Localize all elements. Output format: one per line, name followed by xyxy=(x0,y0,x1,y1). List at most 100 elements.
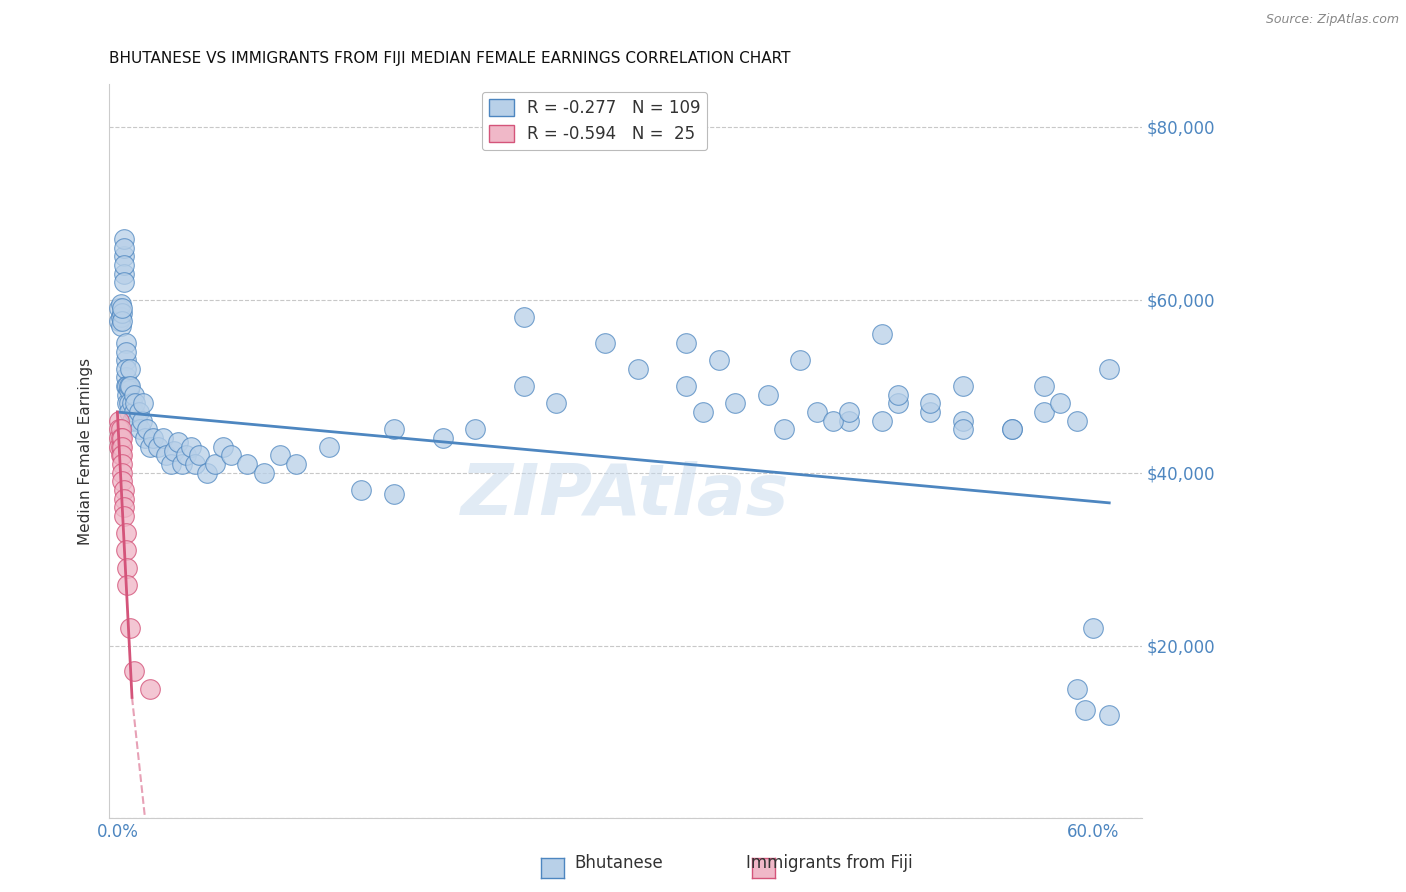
Point xyxy=(187,448,209,462)
Point xyxy=(114,353,136,368)
Point xyxy=(112,483,135,497)
Point xyxy=(112,232,135,246)
Point xyxy=(112,508,135,523)
Point xyxy=(112,258,135,272)
Text: ZIPAtlas: ZIPAtlas xyxy=(461,460,790,530)
Point xyxy=(112,267,135,281)
Point xyxy=(1066,414,1088,428)
Point xyxy=(121,414,143,428)
Point xyxy=(236,457,259,471)
Point xyxy=(1033,379,1056,393)
Point xyxy=(134,431,156,445)
Point xyxy=(152,431,174,445)
Point xyxy=(115,379,138,393)
Point xyxy=(513,379,536,393)
Point xyxy=(707,353,730,368)
Point xyxy=(120,362,142,376)
Point xyxy=(114,526,136,541)
Point xyxy=(1066,681,1088,696)
Point xyxy=(1001,422,1024,436)
Point xyxy=(513,310,536,324)
Point xyxy=(114,362,136,376)
Point xyxy=(108,431,131,445)
Point xyxy=(110,318,132,333)
Point xyxy=(172,457,194,471)
Point xyxy=(821,414,844,428)
Point xyxy=(675,335,697,350)
Point xyxy=(115,396,138,410)
Point xyxy=(115,578,138,592)
Point xyxy=(382,487,405,501)
Point xyxy=(318,440,340,454)
Point xyxy=(111,475,134,489)
Point xyxy=(773,422,796,436)
Point xyxy=(952,422,974,436)
Point xyxy=(111,448,134,462)
Point xyxy=(1001,422,1024,436)
Point xyxy=(115,560,138,574)
Point xyxy=(204,457,226,471)
Point xyxy=(142,431,165,445)
Point xyxy=(111,431,134,445)
Point xyxy=(219,448,242,462)
Point xyxy=(128,405,150,419)
Point xyxy=(114,335,136,350)
Point xyxy=(114,344,136,359)
Point xyxy=(125,414,148,428)
Point xyxy=(1098,707,1121,722)
Point xyxy=(112,276,135,290)
Point xyxy=(122,388,145,402)
Point xyxy=(350,483,373,497)
Point xyxy=(838,414,860,428)
Point xyxy=(160,457,183,471)
Point xyxy=(124,396,146,410)
Point xyxy=(952,414,974,428)
Point xyxy=(887,388,910,402)
Point xyxy=(724,396,747,410)
Point xyxy=(111,466,134,480)
Point xyxy=(139,681,162,696)
Point xyxy=(1081,621,1104,635)
Point xyxy=(112,249,135,263)
Point xyxy=(1033,405,1056,419)
Point xyxy=(806,405,828,419)
Point xyxy=(756,388,779,402)
Point xyxy=(112,491,135,506)
Point xyxy=(464,422,486,436)
Point xyxy=(789,353,811,368)
Point xyxy=(132,396,155,410)
Point xyxy=(111,314,134,328)
Point xyxy=(110,310,132,324)
Point xyxy=(110,422,132,436)
Point xyxy=(114,379,136,393)
Point xyxy=(110,431,132,445)
Point xyxy=(627,362,650,376)
Point xyxy=(212,440,235,454)
Point xyxy=(122,405,145,419)
Point xyxy=(110,440,132,454)
Point xyxy=(108,314,131,328)
Point xyxy=(110,448,132,462)
Point xyxy=(135,422,157,436)
Point xyxy=(108,301,131,316)
Point xyxy=(118,379,141,393)
Point xyxy=(111,301,134,316)
Point xyxy=(253,466,276,480)
Point xyxy=(166,435,188,450)
Point xyxy=(155,448,177,462)
Point xyxy=(1074,703,1097,717)
Legend: R = -0.277   N = 109, R = -0.594   N =  25: R = -0.277 N = 109, R = -0.594 N = 25 xyxy=(482,92,707,150)
Point xyxy=(131,414,153,428)
Point xyxy=(146,440,169,454)
Point xyxy=(692,405,714,419)
Point xyxy=(108,440,131,454)
Point xyxy=(184,457,207,471)
Text: Bhutanese: Bhutanese xyxy=(574,855,664,872)
Point xyxy=(180,440,202,454)
Point xyxy=(139,440,162,454)
Point xyxy=(920,405,942,419)
Point xyxy=(952,379,974,393)
Point xyxy=(1049,396,1071,410)
Point xyxy=(269,448,291,462)
Point xyxy=(114,543,136,558)
